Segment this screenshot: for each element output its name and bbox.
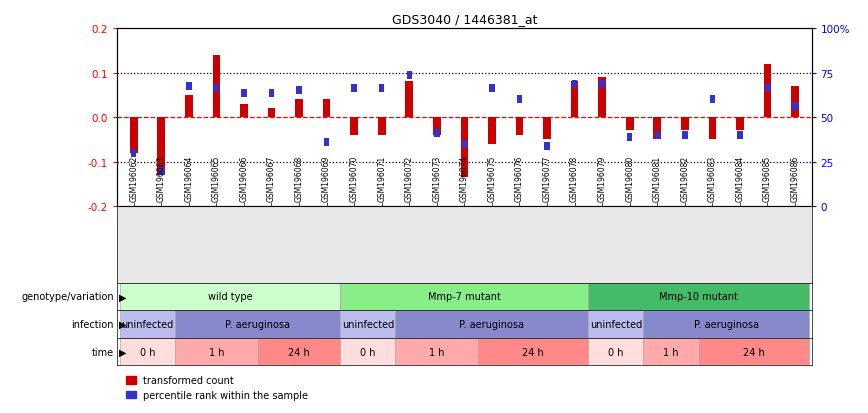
Text: 0 h: 0 h — [140, 347, 155, 357]
Bar — [600, 81, 605, 88]
Bar — [323, 100, 331, 118]
Bar — [269, 89, 274, 97]
Bar — [378, 118, 385, 135]
Bar — [120, 283, 340, 311]
Bar — [516, 118, 523, 135]
Text: genotype/variation: genotype/variation — [21, 292, 114, 301]
Bar — [699, 338, 809, 366]
Bar — [175, 311, 340, 338]
Bar — [296, 87, 302, 95]
Bar — [258, 338, 340, 366]
Bar — [267, 109, 275, 118]
Text: P. aeruginosa: P. aeruginosa — [459, 319, 524, 329]
Text: 0 h: 0 h — [360, 347, 376, 357]
Bar — [682, 132, 687, 140]
Text: time: time — [92, 347, 114, 357]
Text: ▶: ▶ — [119, 319, 126, 329]
Title: GDS3040 / 1446381_at: GDS3040 / 1446381_at — [391, 13, 537, 26]
Bar — [643, 338, 699, 366]
Text: wild type: wild type — [207, 292, 253, 301]
Bar — [792, 87, 799, 118]
Bar — [157, 118, 165, 176]
Bar — [340, 283, 589, 311]
Bar — [544, 143, 549, 151]
Bar — [572, 81, 577, 88]
Bar — [708, 118, 716, 140]
Bar — [295, 100, 303, 118]
Bar — [710, 96, 715, 104]
Bar — [340, 311, 396, 338]
Bar — [434, 129, 439, 138]
Bar — [352, 85, 357, 93]
Bar — [396, 311, 589, 338]
Bar — [130, 118, 137, 153]
Bar — [654, 132, 660, 140]
Bar — [626, 118, 634, 131]
Bar — [598, 78, 606, 118]
Bar — [643, 311, 809, 338]
Bar — [490, 85, 495, 93]
Bar — [765, 85, 770, 93]
Text: infection: infection — [71, 319, 114, 329]
Bar — [516, 96, 523, 104]
Text: uninfected: uninfected — [342, 319, 394, 329]
Bar — [213, 56, 220, 118]
Bar — [589, 311, 643, 338]
Bar — [589, 338, 643, 366]
Bar — [185, 95, 193, 118]
Bar — [240, 104, 247, 118]
Text: 0 h: 0 h — [608, 347, 624, 357]
Bar — [543, 118, 551, 140]
Text: 1 h: 1 h — [208, 347, 224, 357]
Bar — [736, 118, 744, 131]
Bar — [214, 85, 219, 93]
Bar — [241, 89, 247, 97]
Text: uninfected: uninfected — [590, 319, 642, 329]
Text: 1 h: 1 h — [663, 347, 679, 357]
Bar — [406, 71, 412, 80]
Bar — [175, 338, 258, 366]
Bar — [131, 150, 136, 157]
Bar — [792, 103, 798, 111]
Bar — [462, 140, 467, 149]
Bar — [461, 118, 468, 178]
Bar — [681, 118, 688, 131]
Text: Mmp-10 mutant: Mmp-10 mutant — [659, 292, 738, 301]
Bar — [186, 83, 192, 91]
Text: 24 h: 24 h — [743, 347, 765, 357]
Bar — [737, 132, 743, 140]
Bar — [324, 138, 329, 146]
Text: ▶: ▶ — [119, 347, 126, 357]
Bar — [571, 82, 578, 118]
Bar — [627, 134, 633, 142]
Text: ▶: ▶ — [119, 292, 126, 301]
Bar — [654, 118, 661, 140]
Bar — [589, 283, 809, 311]
Bar — [120, 311, 175, 338]
Text: P. aeruginosa: P. aeruginosa — [694, 319, 759, 329]
Bar — [396, 338, 478, 366]
Text: Mmp-7 mutant: Mmp-7 mutant — [428, 292, 501, 301]
Bar — [764, 64, 772, 118]
Bar — [478, 338, 589, 366]
Text: 24 h: 24 h — [288, 347, 310, 357]
Text: uninfected: uninfected — [122, 319, 174, 329]
Bar — [159, 167, 164, 175]
Bar — [433, 118, 441, 135]
Bar — [488, 118, 496, 145]
Bar — [379, 85, 385, 93]
Bar — [405, 82, 413, 118]
Legend: transformed count, percentile rank within the sample: transformed count, percentile rank withi… — [122, 371, 312, 404]
Text: 1 h: 1 h — [429, 347, 444, 357]
Bar — [120, 338, 175, 366]
Bar — [351, 118, 358, 135]
Bar — [340, 338, 396, 366]
Text: 24 h: 24 h — [523, 347, 544, 357]
Text: P. aeruginosa: P. aeruginosa — [225, 319, 290, 329]
